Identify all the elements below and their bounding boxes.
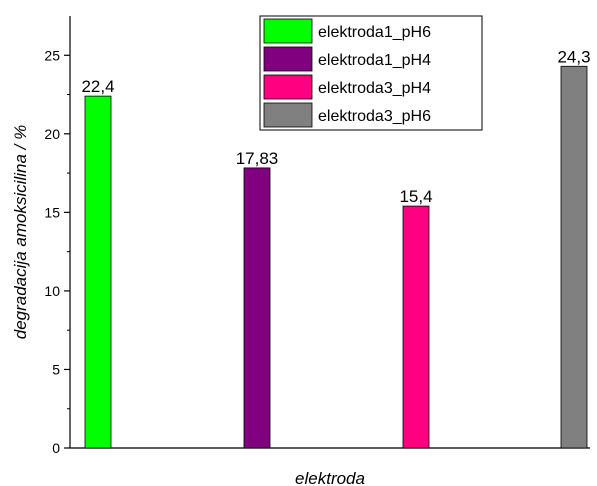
legend-swatch-elektroda3_pH4 [263, 74, 313, 100]
y-axis: 0 5 10 15 20 25 [44, 16, 71, 456]
data-labels: 22,4 17,83 15,4 24,3 [81, 47, 590, 206]
legend-label-elektroda3_pH4: elektroda3_pH4 [318, 80, 431, 97]
bar-elektroda3_pH6 [560, 65, 588, 449]
y-tick-label: 25 [44, 47, 60, 63]
bars [84, 65, 588, 449]
legend-label-elektroda1_pH4: elektroda1_pH4 [318, 52, 431, 69]
data-label-elektroda3_pH4: 15,4 [399, 187, 432, 206]
legend-label-elektroda3_pH6: elektroda3_pH6 [318, 108, 431, 125]
y-tick-label: 5 [52, 361, 60, 377]
y-tick-label: 0 [52, 440, 60, 456]
legend-swatch-elektroda1_pH6 [263, 18, 313, 44]
bar-elektroda3_pH4 [402, 205, 430, 449]
y-tick-label: 15 [44, 204, 60, 220]
bar-elektroda1_pH6 [84, 95, 112, 449]
legend-swatch-elektroda3_pH6 [263, 102, 313, 128]
data-label-elektroda1_pH6: 22,4 [81, 77, 114, 96]
x-axis-title: elektroda [295, 469, 365, 486]
y-tick-label: 10 [44, 283, 60, 299]
data-label-elektroda3_pH6: 24,3 [557, 47, 590, 66]
data-label-elektroda1_pH4: 17,83 [236, 149, 279, 168]
legend-swatch-elektroda1_pH4 [263, 46, 313, 72]
legend-label-elektroda1_pH6: elektroda1_pH6 [318, 24, 431, 41]
y-axis-title: degradacija amoksicilina / % [11, 125, 30, 340]
bar-elektroda1_pH4 [243, 167, 271, 449]
legend: elektroda1_pH6 elektroda1_pH4 elektroda3_p… [259, 15, 483, 131]
y-tick-label: 20 [44, 126, 60, 142]
